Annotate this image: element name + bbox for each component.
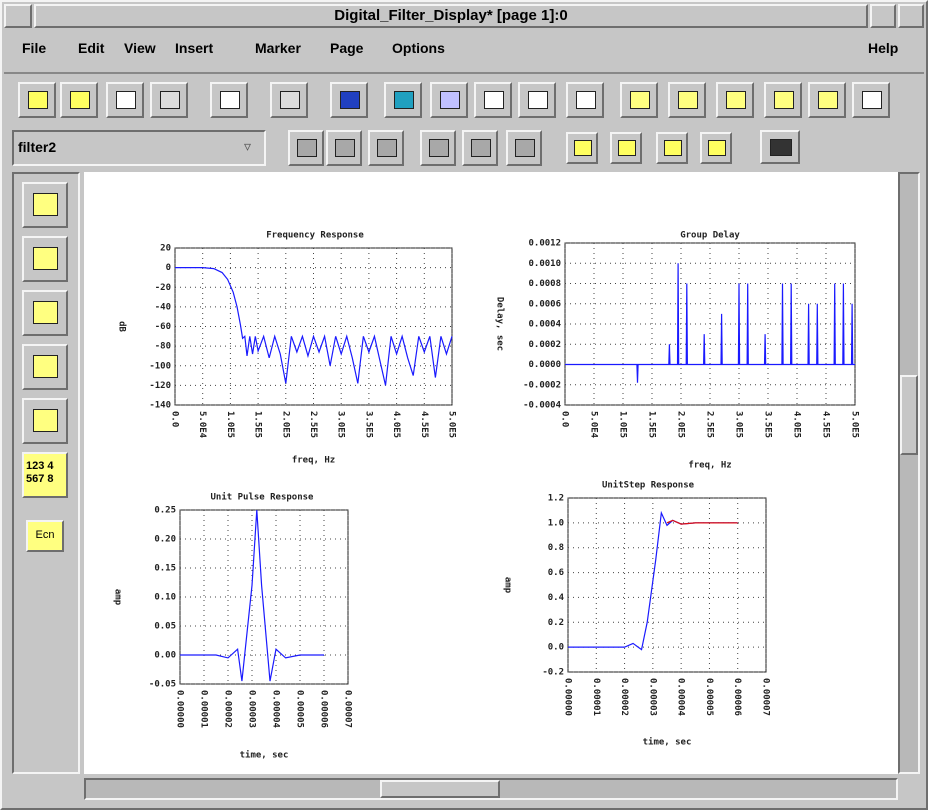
menu-item[interactable]: Page: [330, 40, 364, 56]
scroll-thumb[interactable]: [900, 375, 918, 455]
toolbar-button[interactable]: [384, 82, 422, 118]
icon: [33, 355, 59, 379]
menu-item[interactable]: Insert: [175, 40, 214, 56]
icon: [629, 91, 651, 110]
palette-button[interactable]: [22, 236, 68, 282]
icon: [725, 91, 747, 110]
toolbar-button[interactable]: [474, 82, 512, 118]
icon: [377, 139, 397, 158]
nav-button[interactable]: [326, 130, 362, 166]
palette-button[interactable]: [22, 290, 68, 336]
menu-item[interactable]: Help: [868, 40, 899, 56]
toolbar-button[interactable]: [210, 82, 248, 118]
palette-button[interactable]: [22, 344, 68, 390]
icon: [297, 139, 317, 158]
palette-button[interactable]: [22, 182, 68, 228]
icon: [817, 91, 839, 110]
nav-button[interactable]: [420, 130, 456, 166]
palette-button[interactable]: Ecn: [26, 520, 64, 552]
vertical-scrollbar[interactable]: [898, 172, 920, 774]
icon: [115, 91, 137, 110]
palette-button[interactable]: [22, 398, 68, 444]
minimize-button[interactable]: [870, 4, 896, 28]
icon: [159, 91, 181, 110]
scroll-thumb[interactable]: [380, 780, 500, 798]
toolbar-button[interactable]: [716, 82, 754, 118]
icon: [429, 139, 449, 158]
icon: [527, 91, 549, 110]
toolbar-button[interactable]: [270, 82, 308, 118]
toolbar-button[interactable]: [518, 82, 556, 118]
title-bar: Digital_Filter_Display* [page 1]:0: [34, 4, 868, 28]
zoom-button[interactable]: [610, 132, 642, 164]
icon: [219, 91, 241, 110]
menu-label[interactable]: File: [22, 40, 47, 56]
chip-button[interactable]: [760, 130, 800, 164]
icon: [33, 409, 59, 433]
separator: [4, 72, 924, 74]
palette-button[interactable]: 123 4 567 8: [22, 452, 68, 498]
icon: [335, 139, 355, 158]
icon: [69, 91, 91, 110]
icon: [33, 247, 59, 271]
toolbar-button[interactable]: [852, 82, 890, 118]
icon: [770, 138, 792, 156]
palette-label: 123 4: [26, 460, 54, 472]
nav-button[interactable]: [506, 130, 542, 166]
zoom-button[interactable]: [700, 132, 732, 164]
icon: [483, 91, 505, 110]
dropdown-arrow: ▿: [244, 138, 252, 154]
icon: [708, 140, 726, 157]
icon: [471, 139, 491, 158]
toolbar-button[interactable]: [764, 82, 802, 118]
toolbar-button[interactable]: [430, 82, 468, 118]
icon: [33, 193, 59, 217]
toolbar-button[interactable]: [566, 82, 604, 118]
icon: [279, 91, 301, 110]
icon: [575, 91, 597, 110]
menu-item[interactable]: Marker: [255, 40, 301, 56]
toolbar-button[interactable]: [620, 82, 658, 118]
toolbar-button[interactable]: [808, 82, 846, 118]
icon: [618, 140, 636, 157]
dropdown-value: filter2: [18, 139, 57, 155]
palette: [12, 172, 80, 774]
icon: [27, 91, 49, 110]
icon: [773, 91, 795, 110]
icon: [664, 140, 682, 157]
toolbar-button[interactable]: [668, 82, 706, 118]
icon: [33, 301, 59, 325]
icon: [515, 139, 535, 158]
nav-button[interactable]: [368, 130, 404, 166]
icon: [339, 91, 361, 110]
icon: [861, 91, 883, 110]
zoom-button[interactable]: [656, 132, 688, 164]
nav-button[interactable]: [288, 130, 324, 166]
icon: [677, 91, 699, 110]
maximize-button[interactable]: [898, 4, 924, 28]
nav-button[interactable]: [462, 130, 498, 166]
canvas: [84, 172, 898, 774]
window-menu-button[interactable]: [4, 4, 32, 28]
dropdown[interactable]: filter2 ▿: [12, 130, 266, 166]
toolbar-button[interactable]: [60, 82, 98, 118]
icon: [574, 140, 592, 157]
menu-item[interactable]: View: [124, 40, 156, 56]
icon: [393, 91, 415, 110]
toolbar-button[interactable]: [330, 82, 368, 118]
toolbar-button[interactable]: [150, 82, 188, 118]
menu-item[interactable]: Options: [392, 40, 445, 56]
palette-label: 567 8: [26, 473, 54, 485]
toolbar-button[interactable]: [18, 82, 56, 118]
zoom-button[interactable]: [566, 132, 598, 164]
icon: [439, 91, 461, 110]
menu-item[interactable]: Edit: [78, 40, 105, 56]
toolbar-button[interactable]: [106, 82, 144, 118]
